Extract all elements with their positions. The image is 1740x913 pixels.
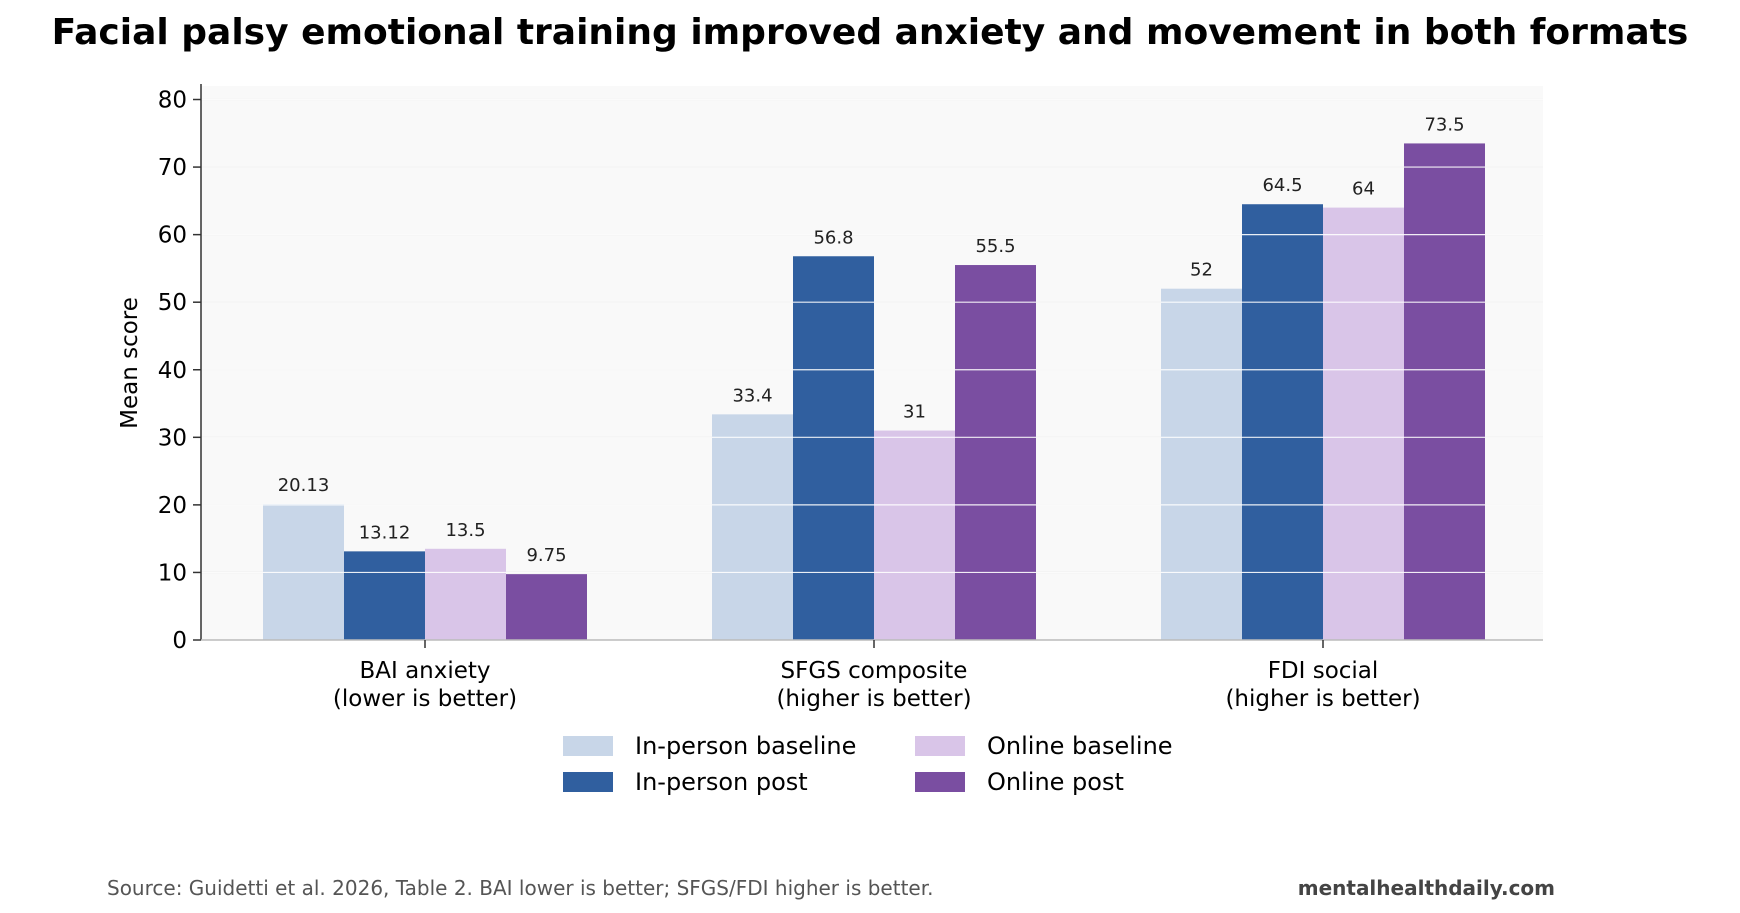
- x-tick-label-line: (higher is better): [776, 686, 971, 712]
- data-label: 31: [903, 402, 926, 423]
- bar: [425, 548, 506, 640]
- legend-item-in-person-post: In-person post: [563, 764, 808, 800]
- bar: [1242, 204, 1323, 641]
- data-label: 55.5: [975, 236, 1015, 257]
- legend-label: In-person post: [635, 768, 808, 796]
- legend-swatch: [563, 772, 613, 792]
- data-label: 13.5: [445, 520, 485, 541]
- labels: 20.13 33.4 52 13.12 56.8 64.5 13.5 31 64 9.75 55.5…: [278, 114, 1465, 566]
- chart-title: Facial palsy emotional training improved…: [51, 12, 1689, 53]
- y-tick-label: 0: [172, 628, 187, 654]
- data-label: 13.12: [359, 522, 411, 543]
- bar: [793, 256, 874, 640]
- data-label: 73.5: [1424, 114, 1464, 135]
- source-note: Source: Guidetti et al. 2026, Table 2. B…: [107, 876, 934, 900]
- legend-label: In-person baseline: [635, 732, 857, 760]
- brand-label: mentalhealthdaily.com: [1297, 876, 1555, 900]
- y-tick-label: 20: [158, 493, 187, 519]
- bar: [712, 414, 793, 640]
- bar: [506, 574, 587, 640]
- legend-item-in-person-baseline: In-person baseline: [563, 728, 856, 764]
- bars: [201, 98, 1543, 641]
- legend-swatch: [915, 736, 965, 756]
- data-label: 20.13: [278, 475, 330, 496]
- x-tick-label: FDI social (higher is better): [1225, 658, 1420, 712]
- bar: [1323, 207, 1404, 641]
- x-tick-label: BAI anxiety (lower is better): [333, 658, 517, 712]
- bar: [344, 551, 425, 640]
- legend-item-online-baseline: Online baseline: [915, 728, 1173, 764]
- x-tick-label: SFGS composite (higher is better): [776, 658, 971, 712]
- data-label: 56.8: [813, 227, 853, 248]
- legend-label: Online post: [987, 768, 1124, 796]
- x-tick-label-line: (higher is better): [1225, 686, 1420, 712]
- legend-label: Online baseline: [987, 732, 1173, 760]
- y-tick-label: 70: [158, 155, 187, 181]
- bar: [1404, 143, 1485, 641]
- y-tick-label: 40: [158, 358, 187, 384]
- bar: [955, 265, 1036, 640]
- y-tick-label: 10: [158, 560, 187, 586]
- data-label: 52: [1190, 260, 1213, 281]
- x-tick-label-line: BAI anxiety: [359, 658, 490, 684]
- y-axis-label: Mean score: [117, 297, 143, 429]
- legend-swatch: [563, 736, 613, 756]
- y-tick-label: 80: [158, 88, 187, 114]
- bar: [874, 430, 955, 640]
- y-tick-label: 60: [158, 223, 187, 249]
- data-label: 33.4: [732, 385, 772, 406]
- x-tick-label-line: SFGS composite: [781, 658, 968, 684]
- axes: 0 10 20 30 40 50 60 70 80 BAI anxiety (lower is be…: [117, 84, 1543, 712]
- x-tick-label-line: (lower is better): [333, 686, 517, 712]
- bar: [1161, 288, 1242, 640]
- legend-swatch: [915, 772, 965, 792]
- data-label: 9.75: [526, 545, 566, 566]
- y-tick-label: 30: [158, 425, 187, 451]
- data-label: 64.5: [1262, 175, 1302, 196]
- legend-item-online-post: Online post: [915, 764, 1124, 800]
- data-label: 64: [1352, 179, 1375, 200]
- y-tick-label: 50: [158, 290, 187, 316]
- x-tick-label-line: FDI social: [1268, 658, 1379, 684]
